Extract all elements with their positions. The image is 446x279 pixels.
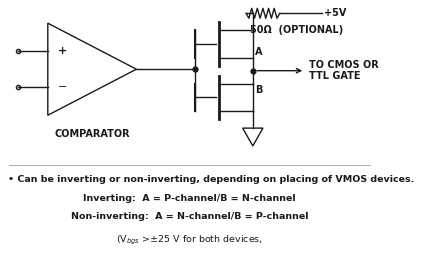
- Text: A: A: [256, 47, 263, 57]
- Text: +: +: [58, 46, 68, 56]
- Text: (V$_{bgs}$ >±25 V for both devices,: (V$_{bgs}$ >±25 V for both devices,: [116, 234, 263, 247]
- Text: • Can be inverting or non-inverting, depending on placing of VMOS devices.: • Can be inverting or non-inverting, dep…: [8, 175, 414, 184]
- Text: Non-inverting:  A = N-channel/B = P-channel: Non-inverting: A = N-channel/B = P-chann…: [71, 212, 308, 221]
- Text: Inverting:  A = P-channel/B = N-channel: Inverting: A = P-channel/B = N-channel: [83, 194, 296, 203]
- Text: B: B: [256, 85, 263, 95]
- Text: TO CMOS OR
TTL GATE: TO CMOS OR TTL GATE: [310, 60, 379, 81]
- Text: −: −: [58, 82, 68, 92]
- Text: +5V: +5V: [324, 8, 346, 18]
- Text: COMPARATOR: COMPARATOR: [54, 129, 130, 139]
- Text: 50Ω  (OPTIONAL): 50Ω (OPTIONAL): [250, 25, 343, 35]
